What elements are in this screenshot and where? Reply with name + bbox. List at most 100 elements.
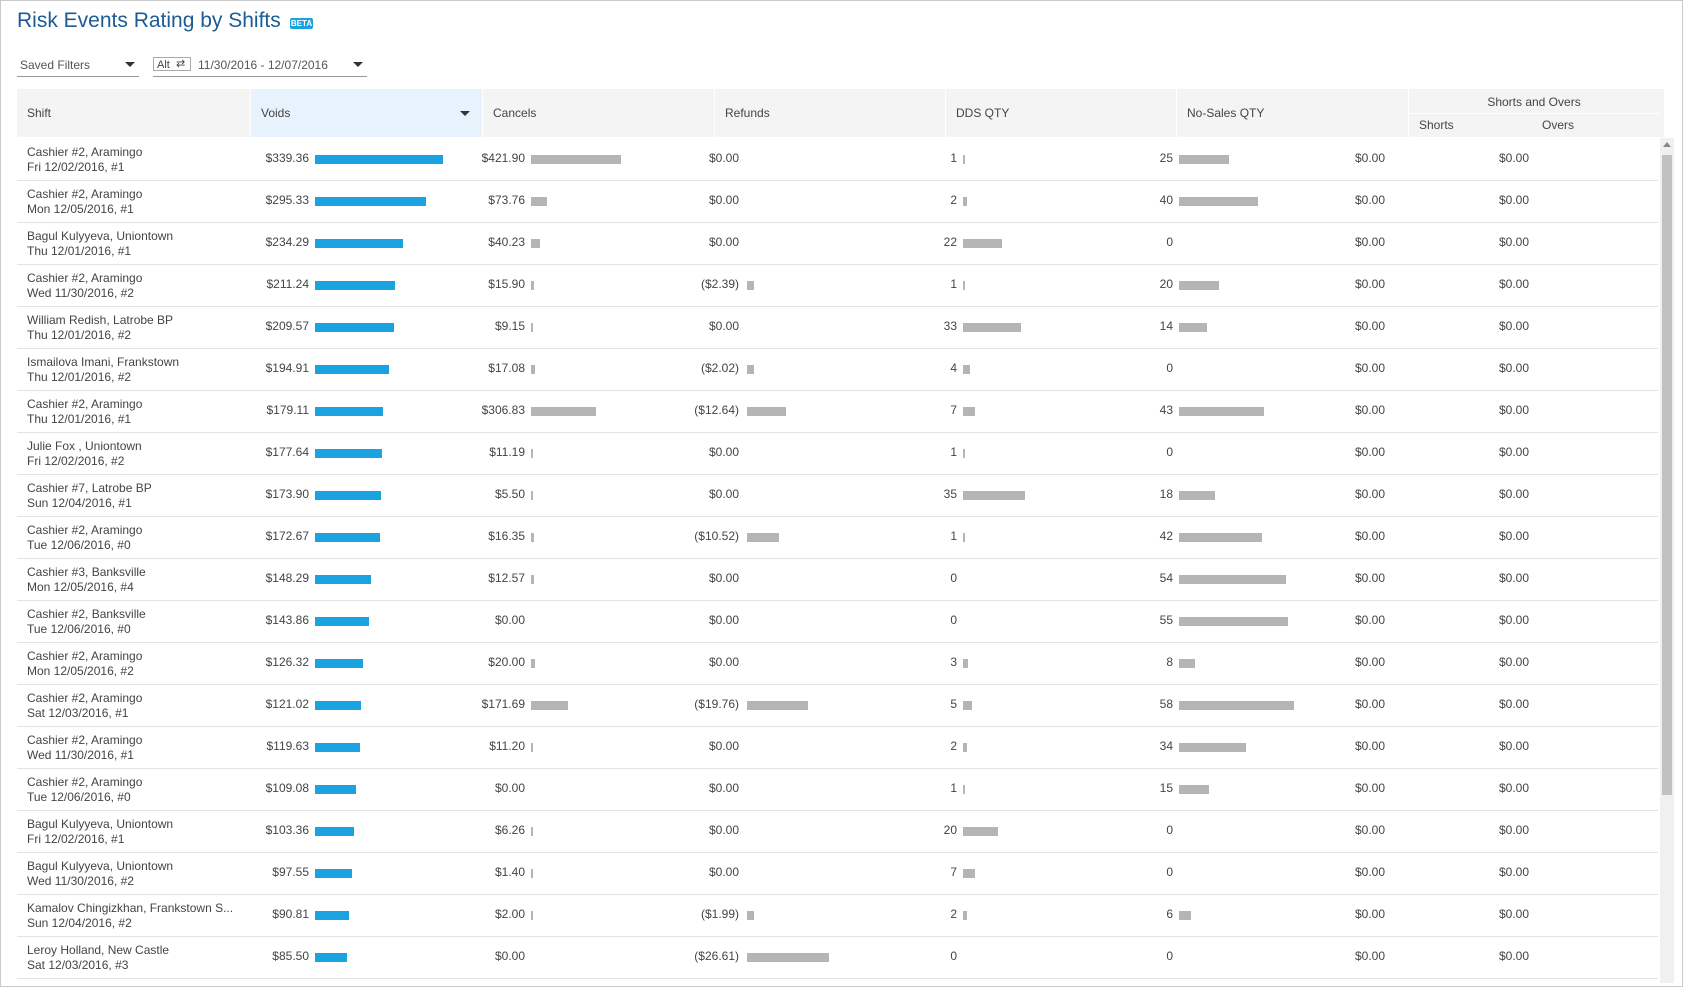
cancels-value: $12.57 xyxy=(488,571,525,585)
shift-cell: Bagul Kulyyeva, Uniontown Thu 12/01/2016,… xyxy=(27,229,247,259)
overs-value: $0.00 xyxy=(1498,403,1529,417)
cancels-value: $0.00 xyxy=(494,613,525,627)
table-row[interactable]: William Redish, Latrobe BP Thu 12/01/2016… xyxy=(17,306,1658,349)
column-header-refunds[interactable]: Refunds xyxy=(715,89,946,137)
dds-qty-value: 2 xyxy=(950,907,957,921)
voids-bar xyxy=(315,155,443,164)
shift-date: Sat 12/03/2016, #1 xyxy=(27,706,129,720)
dds-qty-value: 22 xyxy=(943,235,957,249)
refunds-value: $0.00 xyxy=(708,823,739,837)
shift-date: Mon 12/05/2016, #1 xyxy=(27,202,134,216)
no-sales-qty-value: 0 xyxy=(1166,823,1173,837)
vertical-scrollbar[interactable] xyxy=(1660,138,1674,983)
table-row[interactable]: Leroy Holland, New Castle Sat 12/03/2016,… xyxy=(17,936,1658,979)
shorts-value: $0.00 xyxy=(1354,529,1385,543)
voids-value: $234.29 xyxy=(265,235,309,249)
cancels-bar xyxy=(531,239,540,248)
shift-date: Fri 12/02/2016, #1 xyxy=(27,832,125,846)
shift-date: Tue 12/06/2016, #0 xyxy=(27,538,131,552)
table-row[interactable]: Bagul Kulyyeva, Uniontown Fri 12/02/2016,… xyxy=(17,810,1658,853)
voids-bar xyxy=(315,911,349,920)
column-header-voids[interactable]: Voids xyxy=(251,89,483,137)
shift-name: Cashier #2, Aramingo xyxy=(27,397,143,411)
shorts-value: $0.00 xyxy=(1354,655,1385,669)
table-row[interactable]: Cashier #2, Aramingo Mon 12/05/2016, #2 $1… xyxy=(17,642,1658,685)
dds-qty-value: 0 xyxy=(950,571,957,585)
scrollbar-thumb[interactable] xyxy=(1662,155,1672,795)
shift-name: Cashier #2, Aramingo xyxy=(27,145,143,159)
shorts-value: $0.00 xyxy=(1354,613,1385,627)
voids-value: $172.67 xyxy=(265,529,309,543)
column-header-overs[interactable]: Overs xyxy=(1542,118,1575,132)
table-row[interactable]: Kamalov Chingizkhan, Frankstown S... Sun … xyxy=(17,894,1658,937)
voids-bar xyxy=(315,743,360,752)
no-sales-qty-value: 0 xyxy=(1166,865,1173,879)
cancels-value: $0.00 xyxy=(494,949,525,963)
column-header-shift[interactable]: Shift xyxy=(17,89,251,137)
overs-value: $0.00 xyxy=(1498,193,1529,207)
no-sales-qty-value: 58 xyxy=(1159,697,1173,711)
shorts-value: $0.00 xyxy=(1354,319,1385,333)
table-row[interactable]: Ismailova Imani, Frankstown Thu 12/01/201… xyxy=(17,348,1658,391)
dds-qty-bar xyxy=(963,323,1021,332)
table-row[interactable]: Cashier #2, Aramingo Mon 12/05/2016, #1 $2… xyxy=(17,180,1658,223)
cancels-value: $15.90 xyxy=(488,277,525,291)
dds-qty-value: 35 xyxy=(943,487,957,501)
overs-value: $0.00 xyxy=(1498,319,1529,333)
shift-cell: Bagul Kulyyeva, Uniontown Wed 11/30/2016,… xyxy=(27,859,247,889)
date-range-picker[interactable]: Alt ⇄ 11/30/2016 - 12/07/2016 xyxy=(153,54,367,77)
table-row[interactable]: Cashier #2, Aramingo Thu 12/01/2016, #1 $1… xyxy=(17,390,1658,433)
voids-value: $173.90 xyxy=(265,487,309,501)
shift-date: Tue 12/06/2016, #0 xyxy=(27,790,131,804)
cancels-value: $1.40 xyxy=(494,865,525,879)
table-row[interactable]: Julie Fox , Uniontown Fri 12/02/2016, #2 $… xyxy=(17,432,1658,475)
column-header-dds-qty-label: DDS QTY xyxy=(956,106,1010,120)
shift-name: Bagul Kulyyeva, Uniontown xyxy=(27,817,174,831)
cancels-value: $20.00 xyxy=(488,655,525,669)
table-row[interactable]: Bagul Kulyyeva, Uniontown Thu 12/01/2016,… xyxy=(17,222,1658,265)
voids-value: $211.24 xyxy=(266,277,310,291)
no-sales-qty-bar xyxy=(1179,701,1294,710)
table-row[interactable]: Cashier #2, Aramingo Tue 12/06/2016, #0 $1… xyxy=(17,768,1658,811)
refunds-value: $0.00 xyxy=(708,235,739,249)
column-header-cancels[interactable]: Cancels xyxy=(483,89,715,137)
overs-value: $0.00 xyxy=(1498,361,1529,375)
table-row[interactable]: Cashier #2, Aramingo Wed 11/30/2016, #1 $1… xyxy=(17,726,1658,769)
table-row[interactable]: Bagul Kulyyeva, Uniontown Wed 11/30/2016,… xyxy=(17,852,1658,895)
no-sales-qty-value: 20 xyxy=(1159,277,1173,291)
table-row[interactable]: Cashier #7, Latrobe BP Sun 12/04/2016, #1… xyxy=(17,474,1658,517)
no-sales-qty-bar xyxy=(1179,323,1207,332)
table-row[interactable]: Cashier #2, Aramingo Tue 12/06/2016, #0 $1… xyxy=(17,516,1658,559)
dds-qty-value: 7 xyxy=(950,403,957,417)
no-sales-qty-bar xyxy=(1179,617,1288,626)
table-row[interactable]: Cashier #2, Aramingo Wed 11/30/2016, #2 $2… xyxy=(17,264,1658,307)
dds-qty-bar xyxy=(963,407,975,416)
table-row[interactable]: Cashier #2, Aramingo Sat 12/03/2016, #1 $1… xyxy=(17,684,1658,727)
column-header-dds-qty[interactable]: DDS QTY xyxy=(946,89,1177,137)
overs-value: $0.00 xyxy=(1498,697,1529,711)
refunds-bar xyxy=(747,407,786,416)
table-row[interactable]: Cashier #3, Banksville Mon 12/05/2016, #4… xyxy=(17,558,1658,601)
column-header-no-sales-qty[interactable]: No-Sales QTY xyxy=(1177,89,1409,137)
overs-value: $0.00 xyxy=(1498,865,1529,879)
no-sales-qty-value: 8 xyxy=(1166,655,1173,669)
table-row[interactable]: Cashier #2, Aramingo Fri 12/02/2016, #1 $3… xyxy=(17,138,1658,181)
refunds-bar xyxy=(747,911,754,920)
no-sales-qty-value: 42 xyxy=(1159,529,1173,543)
voids-value: $339.36 xyxy=(265,151,309,165)
cancels-bar xyxy=(531,365,535,374)
chevron-down-icon xyxy=(125,62,135,67)
voids-bar xyxy=(315,533,380,542)
overs-value: $0.00 xyxy=(1498,949,1529,963)
no-sales-qty-value: 0 xyxy=(1166,235,1173,249)
alt-toggle[interactable]: Alt ⇄ xyxy=(153,57,191,71)
saved-filters-dropdown[interactable]: Saved Filters xyxy=(17,54,139,77)
shift-cell: Cashier #2, Aramingo Wed 11/30/2016, #2 xyxy=(27,271,247,301)
shorts-value: $0.00 xyxy=(1354,949,1385,963)
column-header-shift-label: Shift xyxy=(27,106,52,120)
cancels-bar xyxy=(531,869,533,878)
scroll-up-icon[interactable] xyxy=(1663,142,1671,147)
shift-date: Sun 12/04/2016, #2 xyxy=(27,916,132,930)
column-header-shorts[interactable]: Shorts xyxy=(1419,118,1454,132)
table-row[interactable]: Cashier #2, Banksville Tue 12/06/2016, #0… xyxy=(17,600,1658,643)
